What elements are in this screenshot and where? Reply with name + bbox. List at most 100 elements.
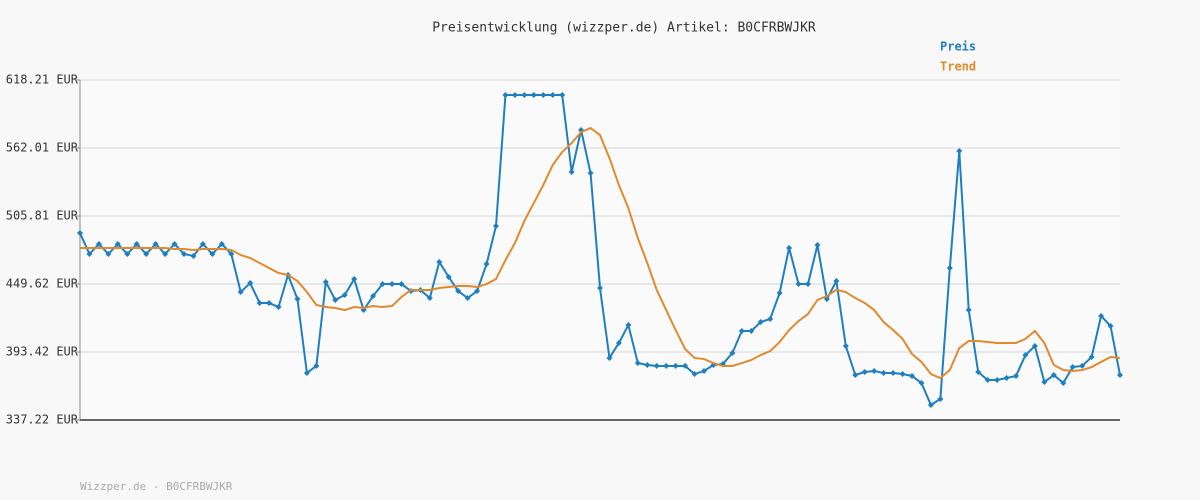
data-point — [86, 251, 93, 258]
legend-label: Preis — [940, 40, 976, 54]
data-point — [426, 295, 433, 302]
data-point — [1031, 342, 1038, 349]
data-point — [965, 307, 972, 314]
data-point — [644, 361, 651, 368]
data-point — [1022, 352, 1029, 359]
plot-area — [80, 80, 1120, 420]
data-point — [152, 240, 159, 247]
data-point — [937, 395, 944, 402]
data-point — [389, 281, 395, 288]
data-point — [842, 342, 849, 349]
data-point — [606, 354, 613, 361]
data-point — [1041, 379, 1048, 386]
data-point — [530, 92, 537, 99]
data-point — [322, 278, 329, 285]
data-point — [143, 251, 150, 258]
data-point — [521, 92, 528, 99]
data-point — [852, 372, 859, 379]
data-point — [445, 274, 452, 281]
data-point — [984, 376, 991, 383]
data-point — [1117, 372, 1123, 379]
data-point — [436, 258, 443, 265]
data-point — [1013, 372, 1019, 379]
data-point — [927, 402, 934, 409]
data-point — [956, 148, 963, 155]
data-point — [256, 300, 263, 307]
data-point — [625, 322, 632, 329]
data-point — [190, 252, 197, 259]
data-point — [266, 300, 273, 307]
data-point — [181, 251, 187, 258]
footer: Wizzper.de - B0CFRBWJKR — [80, 480, 233, 493]
data-point — [909, 372, 915, 379]
data-point — [228, 251, 235, 258]
data-point — [814, 242, 821, 249]
data-point — [77, 229, 83, 236]
data-point — [493, 223, 499, 230]
data-point — [918, 379, 925, 386]
data-point — [748, 327, 755, 334]
data-point — [701, 368, 707, 375]
data-point — [171, 240, 178, 247]
y-tick-label: 562.01 EUR — [6, 141, 79, 155]
data-point — [871, 368, 878, 375]
y-tick-label: 618.21 EUR — [6, 73, 79, 87]
data-point — [549, 92, 556, 99]
data-point — [672, 362, 679, 369]
y-tick-label: 449.62 EUR — [6, 276, 79, 290]
data-point — [398, 281, 405, 288]
data-point — [294, 296, 301, 303]
y-tick-label: 505.81 EUR — [6, 209, 79, 223]
data-point — [1088, 353, 1095, 360]
data-point — [105, 251, 112, 258]
data-point — [890, 369, 897, 376]
data-point — [691, 371, 698, 378]
data-point — [341, 292, 348, 299]
data-point — [351, 276, 358, 283]
data-point — [568, 168, 575, 175]
data-point — [95, 240, 102, 247]
data-point — [502, 92, 509, 99]
y-tick-label: 393.42 EUR — [6, 344, 79, 358]
data-point — [767, 315, 774, 322]
y-tick-label: 337.22 EUR — [6, 413, 79, 427]
data-point — [653, 362, 660, 369]
data-point — [247, 280, 254, 287]
data-point — [1069, 364, 1076, 371]
data-point — [776, 289, 783, 296]
data-point — [795, 281, 802, 288]
data-point — [597, 285, 603, 292]
data-point — [1060, 379, 1067, 386]
data-point — [757, 319, 764, 326]
data-point — [975, 368, 982, 375]
data-point — [663, 362, 670, 369]
data-point — [133, 240, 140, 247]
data-point — [738, 327, 745, 334]
data-point — [474, 288, 481, 295]
data-point — [303, 369, 310, 376]
series-line — [80, 126, 1121, 380]
data-point — [587, 170, 594, 177]
data-point — [1098, 312, 1105, 319]
data-point — [682, 362, 689, 369]
data-point — [899, 371, 906, 378]
data-point — [237, 289, 244, 296]
data-point — [994, 376, 1001, 383]
data-point — [833, 277, 840, 284]
data-point — [1003, 375, 1010, 382]
data-point — [209, 251, 216, 258]
data-point — [332, 296, 339, 303]
data-point — [370, 292, 377, 299]
data-point — [540, 92, 547, 99]
data-point — [379, 281, 386, 288]
data-point — [162, 251, 169, 258]
chart-title: Preisentwicklung (wizzper.de) Artikel: B… — [432, 21, 816, 36]
data-point — [199, 240, 206, 247]
data-point — [861, 368, 868, 375]
data-point — [218, 240, 225, 247]
data-point — [880, 369, 887, 376]
data-point — [634, 360, 641, 367]
data-point — [313, 362, 320, 369]
data-point — [124, 251, 131, 258]
